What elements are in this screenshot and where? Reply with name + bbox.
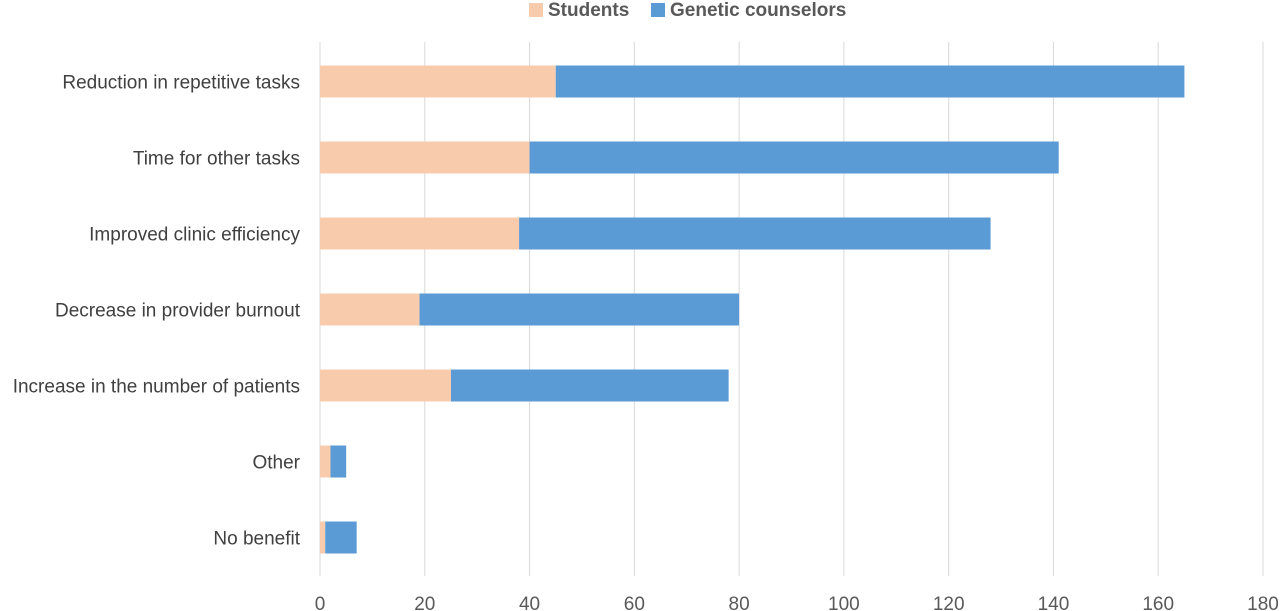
category-labels: Reduction in repetitive tasks Time for ot… bbox=[13, 73, 301, 550]
legend-swatch-students bbox=[529, 3, 543, 17]
x-tick-label-60: 60 bbox=[624, 594, 645, 611]
legend-swatch-genetic-counselors bbox=[651, 3, 665, 17]
x-tick-label-160: 160 bbox=[1142, 594, 1174, 611]
bar-students-2 bbox=[320, 217, 520, 250]
legend-label-genetic-counselors: Genetic counselors bbox=[670, 0, 846, 21]
bar-genetic-counselors-6 bbox=[325, 521, 357, 554]
bar-genetic-counselors-1 bbox=[529, 141, 1059, 174]
category-label-4: Increase in the number of patients bbox=[13, 377, 300, 398]
category-label-5: Other bbox=[252, 453, 300, 474]
category-label-1: Time for other tasks bbox=[133, 149, 300, 170]
bars bbox=[320, 65, 1185, 554]
bar-genetic-counselors-5 bbox=[330, 445, 347, 478]
bar-students-0 bbox=[320, 65, 556, 98]
bar-students-5 bbox=[320, 445, 331, 478]
x-tick-label-140: 140 bbox=[1038, 594, 1070, 611]
x-tick-label-180: 180 bbox=[1247, 594, 1279, 611]
bar-genetic-counselors-0 bbox=[555, 65, 1185, 98]
bar-students-6 bbox=[320, 521, 326, 554]
chart-legend: Students Genetic counselors bbox=[529, 0, 846, 21]
x-tick-label-0: 0 bbox=[315, 594, 326, 611]
bar-genetic-counselors-4 bbox=[450, 369, 729, 402]
x-tick-label-120: 120 bbox=[933, 594, 965, 611]
x-tick-label-100: 100 bbox=[828, 594, 860, 611]
x-axis-tick-labels: 0 20 40 60 80 100 120 140 160 180 bbox=[315, 594, 1279, 611]
x-tick-label-80: 80 bbox=[729, 594, 750, 611]
x-tick-label-20: 20 bbox=[414, 594, 435, 611]
category-label-2: Improved clinic efficiency bbox=[89, 225, 300, 246]
category-label-6: No benefit bbox=[213, 529, 300, 550]
category-label-3: Decrease in provider burnout bbox=[55, 301, 301, 322]
bar-genetic-counselors-3 bbox=[419, 293, 740, 326]
legend-label-students: Students bbox=[548, 0, 629, 21]
category-label-0: Reduction in repetitive tasks bbox=[62, 73, 300, 94]
bar-students-4 bbox=[320, 369, 451, 402]
bar-students-1 bbox=[320, 141, 530, 174]
bar-students-3 bbox=[320, 293, 420, 326]
bar-genetic-counselors-2 bbox=[519, 217, 991, 250]
x-tick-label-40: 40 bbox=[519, 594, 540, 611]
